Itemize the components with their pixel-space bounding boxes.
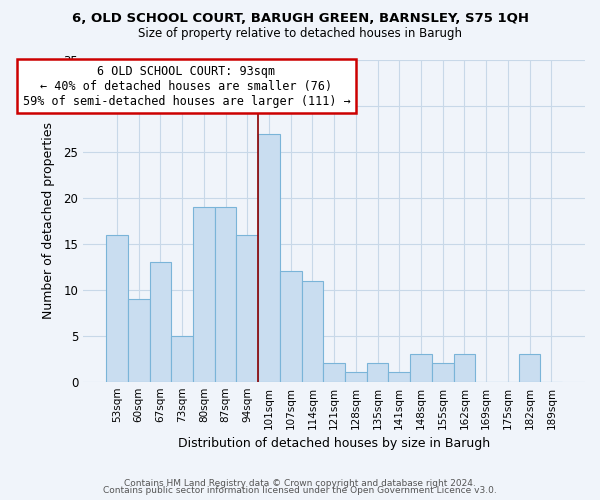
Bar [106, 234, 128, 382]
Bar [388, 372, 410, 382]
Text: Contains public sector information licensed under the Open Government Licence v3: Contains public sector information licen… [103, 486, 497, 495]
X-axis label: Distribution of detached houses by size in Barugh: Distribution of detached houses by size … [178, 437, 490, 450]
Bar [519, 354, 541, 382]
Text: 6 OLD SCHOOL COURT: 93sqm
← 40% of detached houses are smaller (76)
59% of semi-: 6 OLD SCHOOL COURT: 93sqm ← 40% of detac… [23, 64, 350, 108]
Y-axis label: Number of detached properties: Number of detached properties [42, 122, 55, 320]
Bar [367, 364, 388, 382]
Bar [128, 299, 149, 382]
Bar [345, 372, 367, 382]
Bar [302, 280, 323, 382]
Bar [236, 234, 258, 382]
Bar [323, 364, 345, 382]
Bar [193, 207, 215, 382]
Bar [171, 336, 193, 382]
Bar [149, 262, 171, 382]
Text: Contains HM Land Registry data © Crown copyright and database right 2024.: Contains HM Land Registry data © Crown c… [124, 478, 476, 488]
Bar [432, 364, 454, 382]
Text: 6, OLD SCHOOL COURT, BARUGH GREEN, BARNSLEY, S75 1QH: 6, OLD SCHOOL COURT, BARUGH GREEN, BARNS… [71, 12, 529, 26]
Bar [215, 207, 236, 382]
Text: Size of property relative to detached houses in Barugh: Size of property relative to detached ho… [138, 28, 462, 40]
Bar [454, 354, 475, 382]
Bar [258, 134, 280, 382]
Bar [410, 354, 432, 382]
Bar [280, 272, 302, 382]
